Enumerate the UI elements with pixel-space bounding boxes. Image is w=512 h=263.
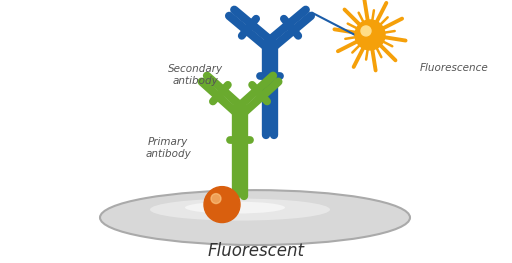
Circle shape [355,20,385,50]
Text: Secondary
antibody: Secondary antibody [167,64,223,86]
Ellipse shape [100,190,410,245]
Text: Fluorescence: Fluorescence [420,63,489,73]
Circle shape [211,194,221,204]
Text: Fluorescent: Fluorescent [207,242,305,260]
Ellipse shape [150,199,330,221]
Text: Primary
antibody: Primary antibody [145,137,191,159]
Circle shape [361,26,371,36]
Circle shape [204,187,240,222]
Ellipse shape [185,202,285,214]
